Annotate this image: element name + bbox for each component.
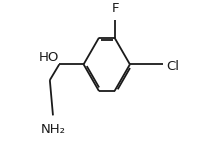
Text: Cl: Cl — [166, 60, 179, 73]
Text: F: F — [112, 2, 120, 15]
Text: HO: HO — [39, 51, 59, 64]
Text: NH₂: NH₂ — [41, 123, 66, 136]
